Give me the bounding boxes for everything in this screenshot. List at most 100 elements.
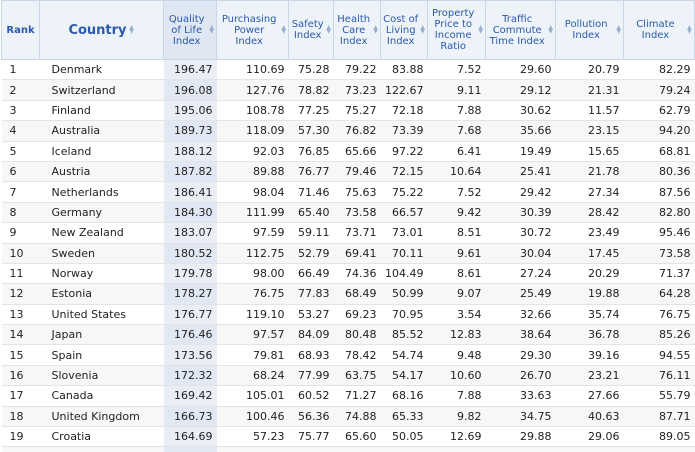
country-link[interactable]: Sweden [39,243,164,264]
cell-ppi: 119.10 [216,304,289,326]
country-link[interactable]: Australia [39,120,164,142]
cell-property: 8.61 [427,263,486,285]
cell-ppi: 68.24 [216,365,289,387]
column-header-traffic-commute[interactable]: Traffic Commute Time Index ▲ ▼ [485,0,556,60]
country-link[interactable]: Estonia [39,283,164,305]
cell-ppi: 108.78 [216,100,289,122]
cell-col: 104.49 [380,263,428,285]
country-link[interactable]: Canada [39,385,164,407]
country-link[interactable]: Japan [39,324,164,346]
column-header-label: Property Price to Income Ratio [432,8,475,52]
column-header-country[interactable]: Country ▲ ▼ [39,0,164,60]
country-link[interactable]: United Kingdom [39,406,164,428]
cell-traffic: 29.30 [485,344,556,366]
column-header-property-price[interactable]: Property Price to Income Ratio ▲ ▼ [427,0,486,60]
cell-pollution: 27.66 [555,385,624,407]
country-link[interactable]: New Zealand [39,222,164,244]
cell-rank: 10 [1,243,40,264]
cell-climate: 62.79 [623,100,695,122]
country-link[interactable]: Portugal [39,446,164,452]
table-row: 12 Estonia 178.27 76.75 77.83 68.49 50.99 9.07 2… [1,283,695,305]
cell-health: 68.49 [333,283,381,305]
country-link[interactable]: Norway [39,263,164,285]
country-link[interactable]: Germany [39,202,164,224]
country-link[interactable]: Iceland [39,141,164,162]
cell-safety: 75.28 [288,59,334,81]
cell-traffic: 29.12 [485,79,556,101]
sort-icon: ▲ ▼ [420,24,425,35]
cell-col: 75.22 [380,181,428,203]
column-header-cost-of-living[interactable]: Cost of Living Index ▲ ▼ [380,0,428,60]
cell-traffic: 38.64 [485,324,556,346]
cell-rank: 14 [1,324,40,346]
cell-safety: 77.99 [288,365,334,387]
cell-climate: 87.71 [623,406,695,428]
cell-health: 76.82 [333,120,381,142]
sort-icon: ▲ ▼ [281,24,286,35]
cell-pollution: 15.65 [555,141,624,162]
column-header-pollution[interactable]: Pollution Index ▲ ▼ [555,0,624,60]
column-header-climate[interactable]: Climate Index ▲ ▼ [623,0,695,60]
cell-property: 7.52 [427,59,486,81]
table-row: 3 Finland 195.06 108.78 77.25 75.27 72.18 7.88 3… [1,100,695,122]
cell-qol: 188.12 [163,141,217,162]
cell-health: 80.48 [333,324,381,346]
cell-col: 50.05 [380,426,428,448]
header-row: Rank Country ▲ ▼ Quality of Life Index ▲ ▼ P… [1,0,695,60]
cell-climate: 79.24 [623,79,695,101]
cell-traffic: 27.24 [485,263,556,285]
cell-col: 50.99 [380,283,428,305]
cell-rank: 20 [1,446,40,452]
column-header-label: Country [68,22,127,38]
column-header-label: Health Care Index [337,13,371,47]
column-header-rank[interactable]: Rank [1,0,40,60]
country-link[interactable]: United States [39,304,164,326]
cell-safety: 66.49 [288,263,334,285]
cell-safety: 60.52 [288,385,334,407]
column-header-label: Safety Index [291,19,324,41]
column-header-health-care[interactable]: Health Care Index ▲ ▼ [333,0,381,60]
column-header-label: Quality of Life Index [168,13,205,47]
cell-property: 6.41 [427,141,486,162]
cell-qol: 189.73 [163,120,217,142]
table-row: 4 Australia 189.73 118.09 57.30 76.82 73.39 7.6… [1,120,695,142]
cell-pollution: 23.21 [555,365,624,387]
sort-icon: ▲ ▼ [478,24,483,35]
cell-health: 71.27 [333,385,381,407]
cell-col: 97.22 [380,141,428,162]
cell-pollution: 28.42 [555,202,624,224]
country-link[interactable]: Switzerland [39,79,164,101]
table-row: 18 United Kingdom 166.73 100.46 56.36 74.88 65… [1,406,695,428]
cell-traffic: 29.60 [485,59,556,81]
country-link[interactable]: Austria [39,161,164,183]
cell-property: 7.88 [427,100,486,122]
cell-health: 73.58 [333,202,381,224]
cell-pollution: 21.31 [555,79,624,101]
cell-qol: 195.06 [163,100,217,122]
cell-col: 54.17 [380,365,428,387]
cell-col: 66.57 [380,202,428,224]
cell-col: 65.33 [380,406,428,428]
cell-safety: 78.82 [288,79,334,101]
cell-ppi: 98.04 [216,181,289,203]
sort-icon: ▲ ▼ [326,24,331,35]
country-link[interactable]: Finland [39,100,164,122]
cell-qol: 173.56 [163,344,217,366]
column-header-purchasing-power[interactable]: Purchasing Power Index ▲ ▼ [216,0,289,60]
cell-col: 70.95 [380,304,428,326]
country-link[interactable]: Croatia [39,426,164,448]
cell-traffic: 33.63 [485,385,556,407]
column-header-quality-of-life[interactable]: Quality of Life Index ▲ ▼ [163,0,217,60]
cell-traffic: 25.49 [485,283,556,305]
cell-qol: 196.08 [163,79,217,101]
cell-ppi: 100.46 [216,406,289,428]
table-row: 15 Spain 173.56 79.81 68.93 78.42 54.74 9.48 29.… [1,344,695,366]
column-header-safety[interactable]: Safety Index ▲ ▼ [288,0,334,60]
country-link[interactable]: Denmark [39,59,164,81]
country-link[interactable]: Spain [39,344,164,366]
cell-col: 73.01 [380,222,428,244]
country-link[interactable]: Slovenia [39,365,164,387]
cell-pollution: 27.34 [555,181,624,203]
country-link[interactable]: Netherlands [39,181,164,203]
